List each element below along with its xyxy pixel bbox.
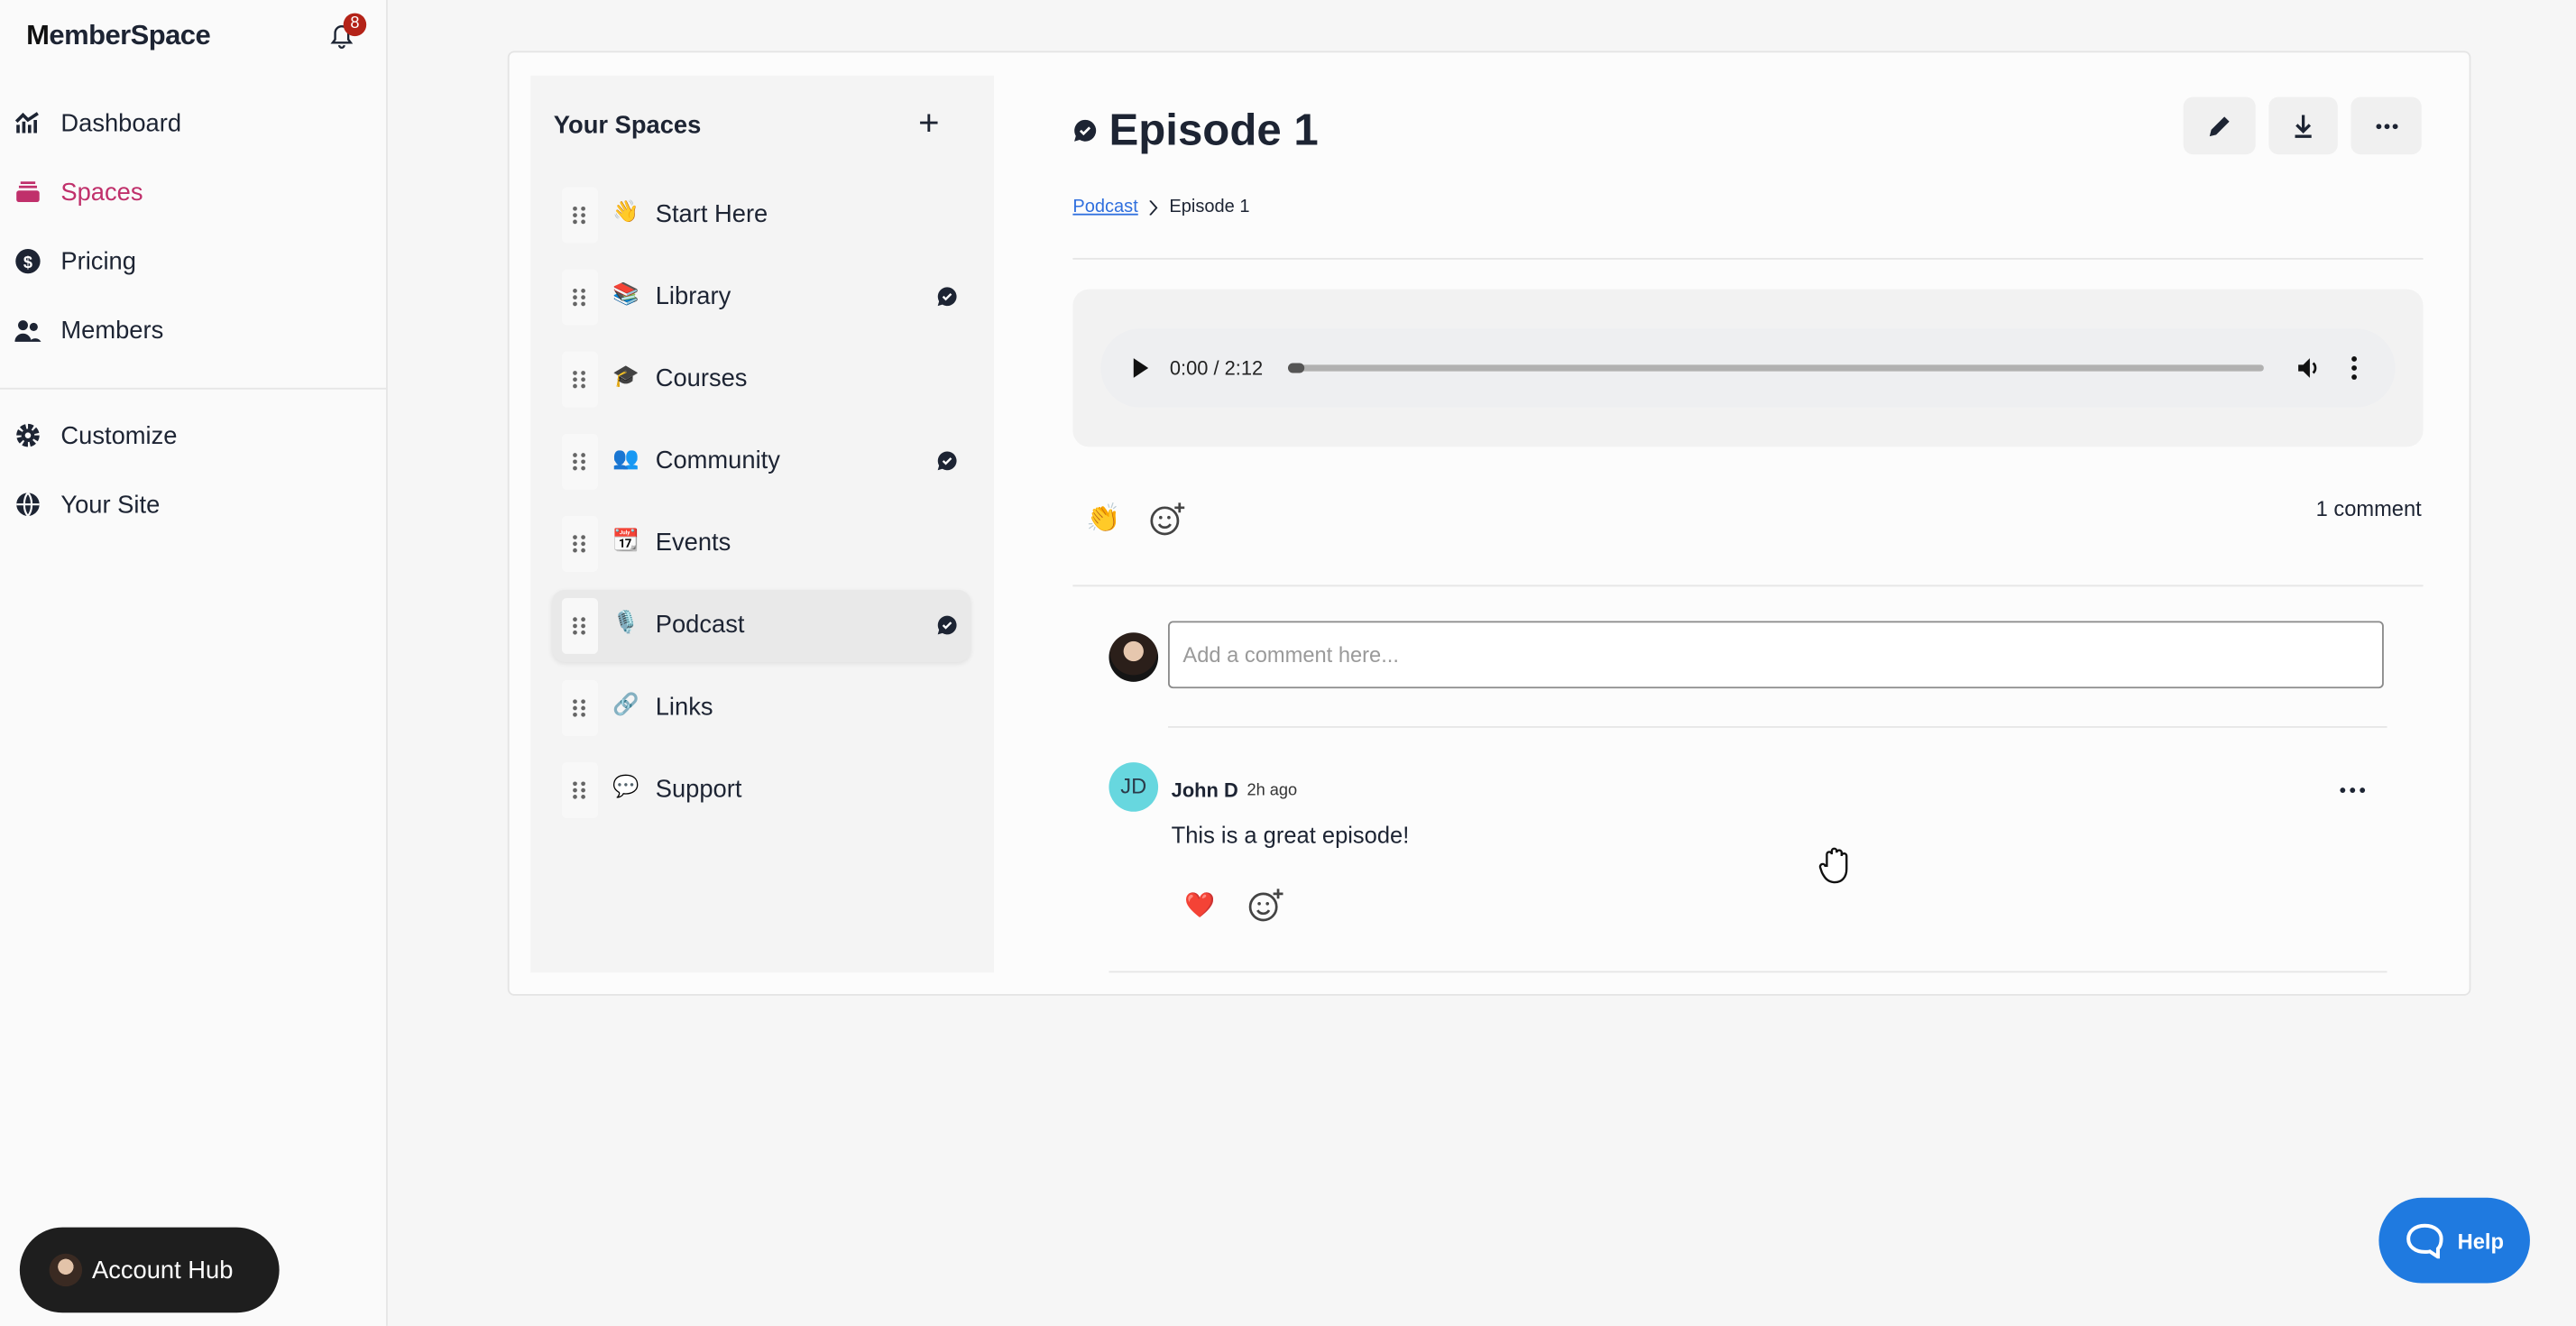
edit-button[interactable] [2183,97,2256,155]
space-item-support[interactable]: 💬 Support [552,754,971,826]
avatar [49,1253,83,1287]
drag-handle-icon[interactable] [561,597,598,654]
space-item-events[interactable]: 📆 Events [552,508,971,580]
space-label: Community [655,447,780,475]
space-label: Podcast [655,611,745,640]
comment-author[interactable]: John D [1171,778,1238,802]
add-reaction-icon[interactable] [1148,502,1188,538]
space-label: Support [655,775,742,804]
audio-player[interactable]: 0:00 / 2:12 [1100,328,2396,408]
hand-cursor-icon [1818,847,1848,884]
notification-badge: 8 [343,13,367,37]
account-hub-button[interactable]: Account Hub [19,1227,280,1313]
spaces-icon [16,181,40,203]
clap-reaction[interactable]: 👏 [1085,502,1121,534]
space-emoji-icon: 📆 [612,527,639,552]
space-item-community[interactable]: 👥 Community [552,426,971,498]
space-label: Start Here [655,200,768,229]
dollar-icon: $ [15,248,41,274]
sidebar-item-members[interactable]: Members [0,302,386,358]
space-label: Courses [655,364,748,393]
spaces-title: Your Spaces [553,111,702,140]
divider [1109,971,2387,973]
space-item-library[interactable]: 📚 Library [552,262,971,334]
comment-text: This is a great episode! [1171,821,1410,848]
breadcrumb-podcast-link[interactable]: Podcast [1072,197,1138,217]
sidebar-item-pricing[interactable]: $ Pricing [0,234,386,290]
drag-handle-icon[interactable] [561,351,598,408]
add-reaction-icon[interactable] [1247,888,1286,924]
space-item-courses[interactable]: 🎓 Courses [552,344,971,416]
sidebar-item-dashboard[interactable]: Dashboard [0,96,386,152]
heart-reaction[interactable]: ❤️ [1184,892,1216,920]
page-title: Episode 1 [1072,106,1319,156]
space-label: Events [655,529,731,557]
globe-icon [16,492,40,517]
download-icon [2295,114,2312,137]
divider [1168,726,2387,728]
current-user-avatar [1109,632,1159,682]
audio-menu-icon[interactable] [2351,355,2357,381]
space-emoji-icon: 👋 [612,198,639,224]
space-emoji-icon: 🎓 [612,363,639,388]
commenter-avatar: JD [1109,762,1159,812]
chart-icon [14,112,39,134]
sidebar-item-spaces[interactable]: Spaces [0,164,386,220]
more-options-button[interactable] [2351,97,2422,155]
comment-input[interactable] [1168,621,2384,689]
svg-text:$: $ [23,253,32,272]
space-label: Library [655,282,731,311]
audio-seek-bar[interactable] [1291,364,2264,372]
drag-handle-icon[interactable] [561,680,598,736]
comment-count: 1 comment [2315,496,2422,521]
logo[interactable]: MemberSpace [26,19,211,51]
drag-handle-icon[interactable] [561,269,598,326]
divider [1072,585,2424,587]
gear-icon [16,423,40,447]
users-icon [14,320,41,342]
comment-menu-icon[interactable] [2340,787,2366,794]
divider [1072,257,2424,260]
space-item-podcast[interactable]: 🎙️ Podcast [551,589,971,663]
comments-enabled-icon [936,450,958,480]
add-space-button[interactable]: + [918,101,940,143]
ellipsis-icon [2375,123,2397,129]
space-item-links[interactable]: 🔗 Links [552,672,971,744]
help-button[interactable]: Help [2378,1197,2530,1284]
space-emoji-icon: 🔗 [612,691,639,717]
space-item-start-here[interactable]: 👋 Start Here [552,180,971,252]
space-emoji-icon: 💬 [612,773,639,799]
drag-handle-icon[interactable] [561,515,598,572]
drag-handle-icon[interactable] [561,187,598,244]
comments-enabled-icon [936,286,958,316]
space-emoji-icon: 🎙️ [612,609,639,635]
drag-handle-icon[interactable] [561,433,598,490]
comments-enabled-icon [1074,119,1097,142]
space-emoji-icon: 👥 [612,445,639,470]
drag-handle-icon[interactable] [561,762,598,819]
audio-container: 0:00 / 2:12 [1072,289,2424,447]
sidebar-divider [0,387,387,390]
sidebar-item-customize[interactable]: Customize [0,408,386,464]
play-icon[interactable] [1132,358,1149,378]
sidebar: MemberSpace 8 Dashboard Spaces $ Pricing… [0,0,388,1326]
pencil-icon [2209,115,2230,136]
space-emoji-icon: 📚 [612,281,639,306]
chevron-right-icon [1148,199,1158,215]
breadcrumb: Podcast Episode 1 [1072,197,1250,217]
seek-handle[interactable] [1287,363,1305,373]
comments-enabled-icon [936,614,958,644]
comment-time: 2h ago [1247,781,1298,801]
chat-bubble-icon [2406,1223,2443,1259]
download-button[interactable] [2268,97,2338,155]
volume-icon[interactable] [2296,356,2319,379]
space-label: Links [655,693,713,722]
sidebar-item-your-site[interactable]: Your Site [0,476,386,532]
spaces-panel: Your Spaces + 👋 Start Here 📚 Library 🎓 C… [530,75,994,973]
